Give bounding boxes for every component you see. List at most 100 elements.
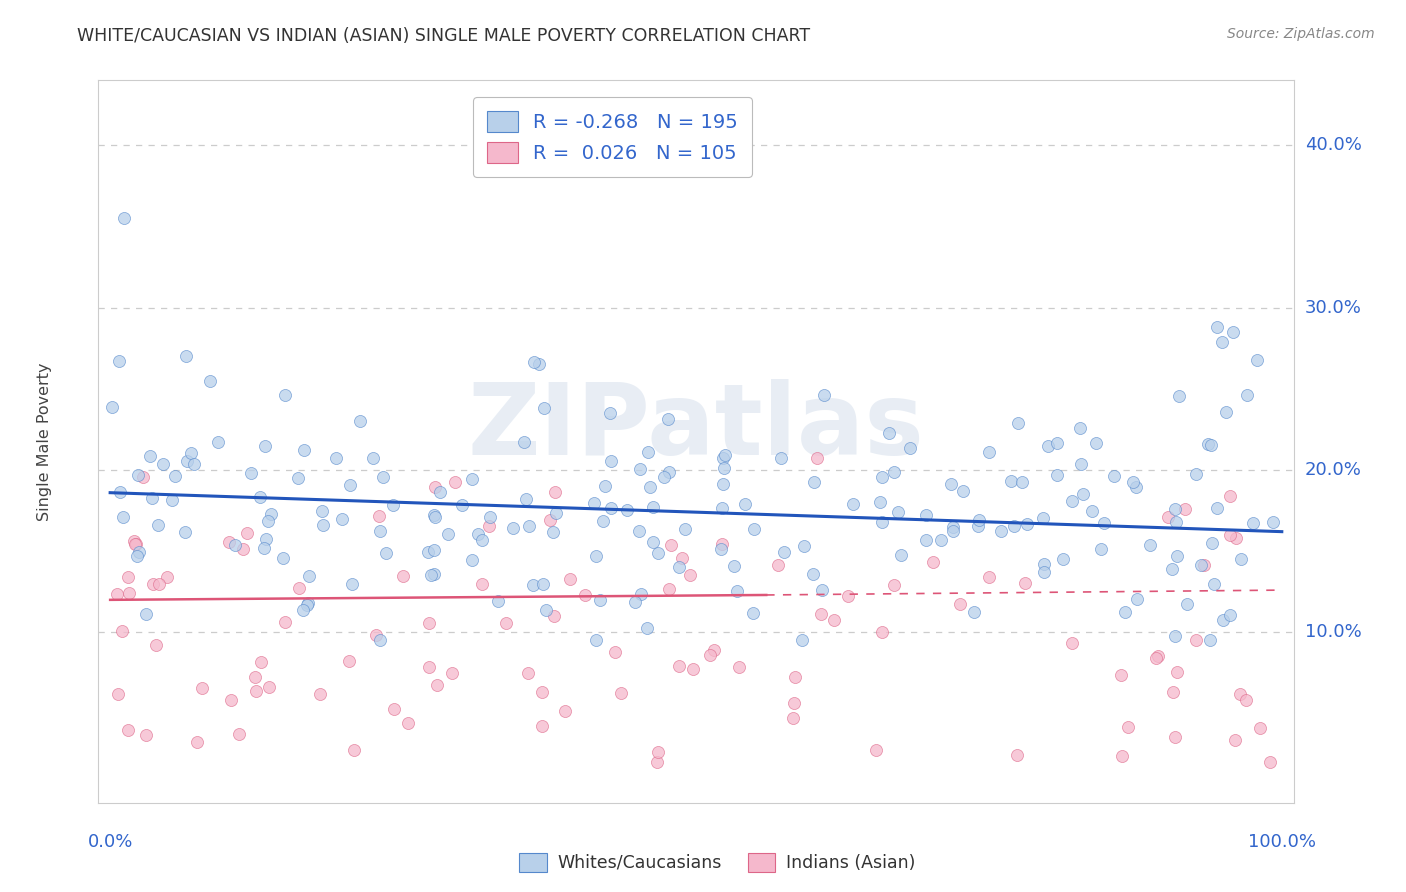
Point	[146, 518, 169, 533]
Text: 20.0%: 20.0%	[1305, 461, 1361, 479]
Point	[770, 450, 793, 465]
Point	[652, 469, 675, 483]
Point	[364, 628, 387, 642]
Point	[127, 549, 149, 563]
Point	[1229, 552, 1251, 566]
Point	[522, 578, 544, 592]
Point	[1225, 531, 1247, 545]
Point	[240, 466, 263, 480]
Point	[1015, 516, 1038, 531]
Point	[628, 461, 651, 475]
Point	[228, 727, 250, 741]
Point	[869, 494, 891, 508]
Point	[124, 537, 146, 551]
Point	[842, 497, 865, 511]
Point	[837, 590, 859, 604]
Point	[423, 542, 446, 557]
Point	[783, 670, 806, 684]
Point	[461, 553, 484, 567]
Point	[176, 454, 198, 468]
Point	[107, 354, 129, 368]
Point	[1114, 605, 1136, 619]
Point	[1062, 493, 1084, 508]
Point	[426, 678, 449, 692]
Point	[641, 534, 664, 549]
Point	[297, 596, 319, 610]
Point	[111, 510, 134, 524]
Point	[1073, 487, 1095, 501]
Point	[138, 449, 160, 463]
Legend: R = -0.268   N = 195, R =  0.026   N = 105: R = -0.268 N = 195, R = 0.026 N = 105	[472, 97, 752, 177]
Legend: Whites/Caucasians, Indians (Asian): Whites/Caucasians, Indians (Asian)	[512, 846, 922, 879]
Point	[898, 441, 921, 455]
Point	[1092, 516, 1115, 531]
Point	[274, 388, 297, 402]
Point	[543, 608, 565, 623]
Point	[1212, 613, 1234, 627]
Point	[533, 401, 555, 415]
Point	[1102, 469, 1125, 483]
Point	[349, 414, 371, 428]
Point	[703, 643, 725, 657]
Point	[593, 478, 616, 492]
Point	[599, 406, 621, 420]
Point	[502, 521, 524, 535]
Point	[979, 444, 1001, 458]
Point	[165, 468, 187, 483]
Point	[461, 472, 484, 486]
Point	[772, 545, 794, 559]
Point	[367, 508, 389, 523]
Point	[942, 524, 965, 538]
Point	[1090, 542, 1112, 557]
Point	[191, 681, 214, 695]
Point	[298, 569, 321, 583]
Point	[274, 615, 297, 629]
Point	[423, 480, 446, 494]
Point	[810, 607, 832, 621]
Point	[887, 505, 910, 519]
Point	[1116, 720, 1139, 734]
Point	[1122, 475, 1144, 489]
Point	[645, 755, 668, 769]
Point	[325, 450, 347, 465]
Point	[711, 451, 734, 466]
Point	[1192, 558, 1215, 572]
Point	[523, 355, 546, 369]
Point	[582, 496, 605, 510]
Point	[297, 599, 319, 613]
Point	[108, 484, 131, 499]
Point	[232, 542, 254, 557]
Point	[288, 581, 311, 595]
Point	[967, 518, 990, 533]
Point	[198, 374, 221, 388]
Point	[657, 412, 679, 426]
Point	[1146, 649, 1168, 664]
Point	[766, 558, 789, 572]
Point	[245, 670, 267, 684]
Point	[554, 704, 576, 718]
Point	[256, 514, 278, 528]
Point	[1164, 730, 1187, 744]
Point	[1085, 436, 1108, 450]
Point	[180, 446, 202, 460]
Point	[741, 606, 763, 620]
Point	[813, 388, 835, 402]
Point	[1002, 519, 1025, 533]
Point	[1219, 489, 1241, 503]
Point	[1189, 558, 1212, 572]
Point	[1081, 504, 1104, 518]
Point	[117, 570, 139, 584]
Point	[883, 578, 905, 592]
Point	[101, 400, 124, 414]
Point	[156, 570, 179, 584]
Point	[1069, 421, 1091, 435]
Point	[990, 524, 1012, 538]
Point	[1139, 538, 1161, 552]
Point	[339, 654, 361, 668]
Point	[249, 490, 271, 504]
Point	[1164, 515, 1187, 529]
Point	[124, 537, 146, 551]
Point	[418, 545, 440, 559]
Point	[865, 743, 887, 757]
Point	[782, 711, 804, 725]
